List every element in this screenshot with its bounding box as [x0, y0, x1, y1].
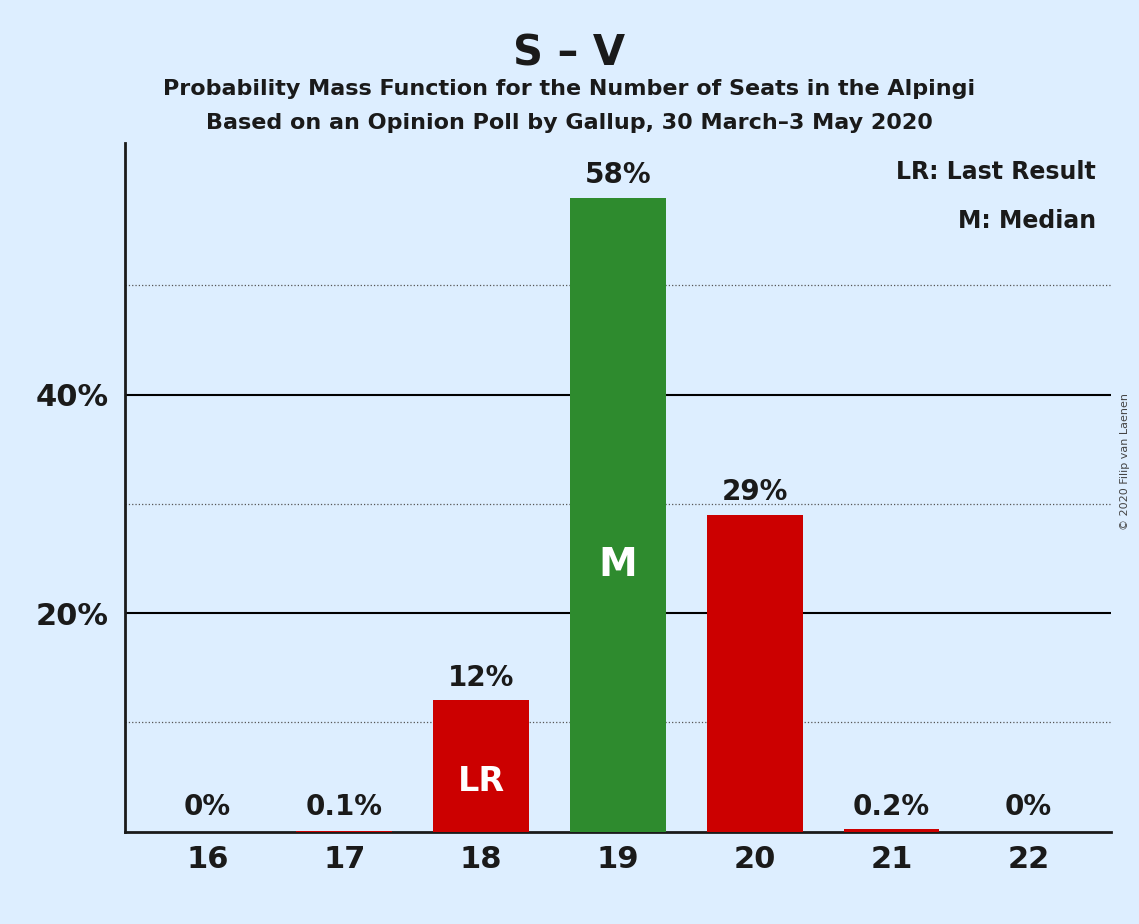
Bar — [433, 700, 528, 832]
Bar — [570, 198, 666, 832]
Text: M: Median: M: Median — [958, 209, 1096, 233]
Bar — [296, 831, 392, 832]
Bar — [707, 515, 803, 832]
Text: M: M — [598, 546, 638, 584]
Text: 12%: 12% — [448, 663, 514, 692]
Text: LR: Last Result: LR: Last Result — [896, 161, 1096, 185]
Text: 58%: 58% — [584, 161, 652, 189]
Text: 0%: 0% — [1005, 793, 1052, 821]
Text: 0.1%: 0.1% — [305, 793, 383, 821]
Text: Based on an Opinion Poll by Gallup, 30 March–3 May 2020: Based on an Opinion Poll by Gallup, 30 M… — [206, 113, 933, 133]
Text: © 2020 Filip van Laenen: © 2020 Filip van Laenen — [1120, 394, 1130, 530]
Text: LR: LR — [458, 765, 505, 798]
Text: Probability Mass Function for the Number of Seats in the Alpingi: Probability Mass Function for the Number… — [163, 79, 976, 99]
Text: 0.2%: 0.2% — [853, 793, 931, 821]
Text: S – V: S – V — [514, 32, 625, 74]
Text: 0%: 0% — [183, 793, 231, 821]
Bar — [844, 830, 940, 832]
Text: 29%: 29% — [722, 478, 788, 506]
